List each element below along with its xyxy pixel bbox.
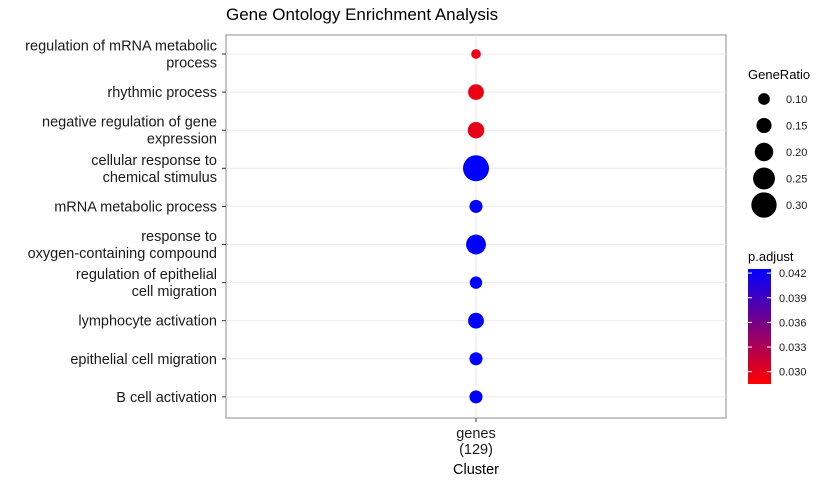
term-point: [469, 199, 483, 213]
generatio-legend-key: [751, 192, 777, 218]
x-tick-label: genes: [456, 426, 496, 442]
padjust-legend-label: 0.042: [779, 268, 807, 280]
x-axis-title: Cluster: [453, 462, 499, 478]
generatio-legend-label: 0.20: [786, 147, 807, 159]
padjust-legend-label: 0.036: [779, 317, 807, 329]
generatio-legend: GeneRatio 0.10 0.15 0.20 0.25 0.30: [748, 67, 810, 218]
y-tick-label: cellular response to: [91, 153, 217, 169]
padjust-legend-label: 0.033: [779, 342, 807, 354]
term-point: [468, 312, 484, 329]
generatio-legend-key: [756, 117, 772, 134]
term-point: [469, 276, 483, 289]
padjust-legend-label: 0.039: [779, 293, 807, 305]
chart-title: Gene Ontology Enrichment Analysis: [226, 5, 498, 24]
padjust-legend-title: p.adjust: [748, 249, 794, 264]
y-axis-ticks: [222, 53, 226, 398]
y-tick-label: lymphocyte activation: [78, 314, 217, 330]
y-tick-label: epithelial cell migration: [70, 352, 217, 368]
y-tick-label: B cell activation: [116, 390, 217, 406]
generatio-legend-label: 0.15: [786, 121, 807, 133]
term-point: [463, 155, 489, 182]
y-tick-label: process: [166, 56, 217, 72]
y-tick-label: negative regulation of gene: [42, 115, 217, 131]
term-point: [469, 390, 483, 404]
data-points: [463, 49, 489, 404]
generatio-legend-label: 0.25: [786, 174, 807, 186]
y-tick-label: chemical stimulus: [103, 170, 217, 186]
y-tick-label: rhythmic process: [107, 85, 217, 101]
y-tick-label: response to: [141, 229, 217, 245]
padjust-legend-label: 0.030: [779, 367, 807, 379]
generatio-legend-key: [753, 167, 775, 190]
y-tick-label: expression: [147, 132, 217, 148]
term-point: [468, 84, 484, 100]
x-axis: genes(129): [456, 418, 496, 458]
term-point: [466, 234, 486, 255]
generatio-legend-title: GeneRatio: [748, 67, 810, 82]
y-tick-label: cell migration: [132, 284, 217, 300]
y-tick-label: regulation of epithelial: [76, 267, 217, 283]
generatio-legend-key: [758, 93, 770, 105]
y-tick-label: mRNA metabolic process: [54, 199, 217, 215]
y-tick-label: oxygen-containing compound: [28, 246, 217, 262]
padjust-colorbar: [748, 269, 771, 384]
term-point: [471, 49, 481, 59]
generatio-legend-label: 0.10: [786, 94, 807, 106]
generatio-legend-label: 0.30: [786, 200, 807, 212]
term-point: [467, 121, 485, 139]
generatio-legend-key: [754, 142, 774, 162]
y-tick-label: regulation of mRNA metabolic: [25, 39, 217, 55]
padjust-legend: p.adjust 0.030 0.033 0.036 0.039 0.042: [748, 249, 807, 384]
x-tick-label: (129): [459, 442, 493, 458]
term-point: [469, 352, 483, 366]
